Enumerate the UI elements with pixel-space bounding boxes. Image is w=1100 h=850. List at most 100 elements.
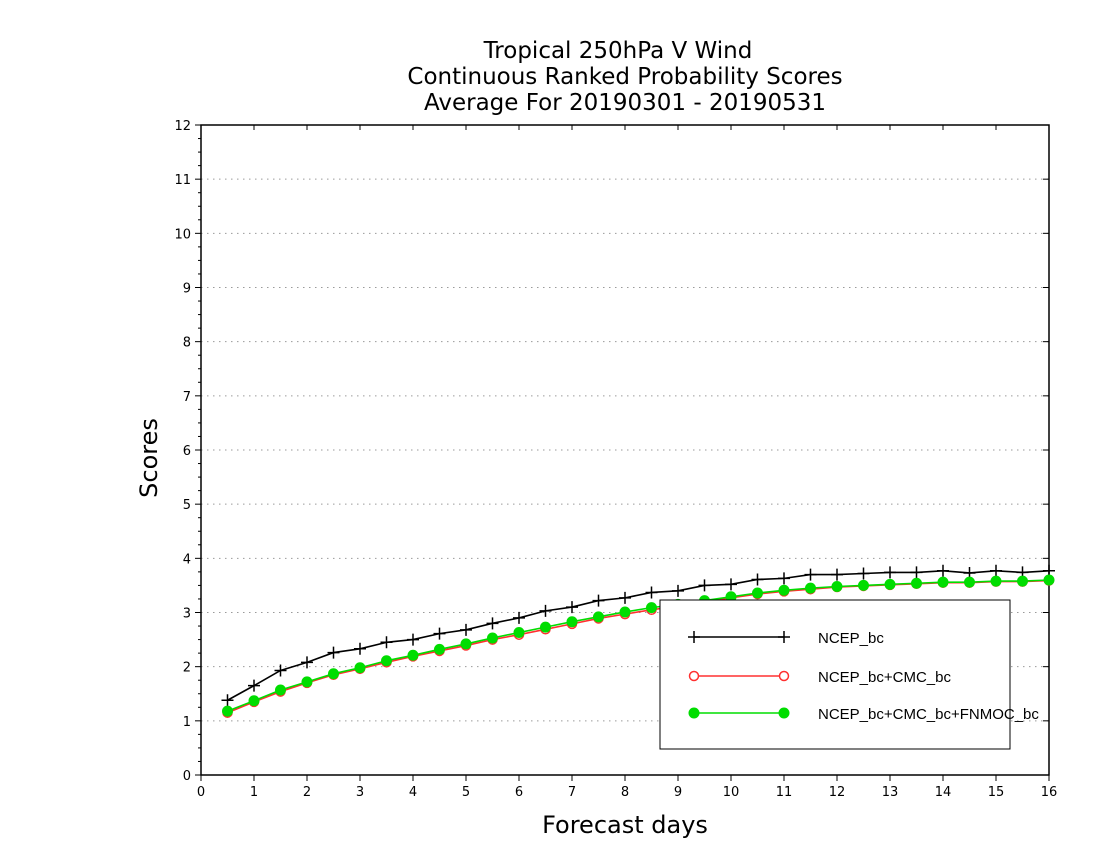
legend-marker-point: [688, 631, 700, 643]
data-point-ncep-bc-12: [539, 604, 552, 617]
data-point-ncep-bc-22: [804, 568, 817, 581]
legend-marker-point: [778, 707, 790, 719]
data-point-ncep-bc-cmc-bc-fnmoc-bc-25: [884, 578, 896, 590]
legend-entry-ncep-bc: NCEP_bc: [688, 630, 884, 647]
data-point-ncep-bc-cmc-bc-fnmoc-bc-5: [354, 662, 366, 674]
chart-title-line-3: Average For 20190301 - 20190531: [424, 90, 826, 116]
y-tick-label-2: 2: [183, 661, 191, 676]
data-point-ncep-bc-cmc-bc-fnmoc-bc-11: [513, 627, 525, 639]
x-tick-label-3: 3: [356, 785, 364, 800]
y-tick-label-4: 4: [183, 552, 191, 567]
legend-marker-ncep-bc-cmc-bc-left: [688, 670, 700, 682]
data-point-ncep-bc-13: [566, 601, 578, 614]
data-point-ncep-bc-24: [857, 567, 870, 580]
x-tick-label-16: 16: [1041, 785, 1058, 800]
legend-entry-ncep-bc-cmc-bc: NCEP_bc+CMC_bc: [688, 669, 951, 686]
data-point-ncep-bc-cmc-bc-fnmoc-bc-14: [593, 611, 604, 623]
legend-marker-ncep-bc-cmc-bc-fnmoc-bc-right: [778, 707, 790, 719]
data-point-ncep-bc-20: [751, 573, 764, 586]
y-tick-label-9: 9: [183, 282, 191, 297]
data-point-ncep-bc-11: [513, 611, 525, 624]
x-tick-label-15: 15: [988, 785, 1005, 800]
data-point-ncep-bc-5: [354, 642, 366, 655]
legend-entry-ncep-bc-cmc-bc-fnmoc-bc: NCEP_bc+CMC_bc+FNMOC_bc: [688, 706, 1039, 723]
data-point-ncep-bc-cmc-bc-fnmoc-bc-1: [248, 695, 260, 707]
data-point-ncep-bc-cmc-bc-fnmoc-bc-4: [328, 668, 339, 680]
y-tick-label-12: 12: [174, 119, 191, 134]
data-point-ncep-bc-cmc-bc-fnmoc-bc-6: [381, 655, 392, 667]
chart-title-line-1: Tropical 250hPa V Wind: [483, 38, 753, 64]
legend-marker-point: [688, 707, 700, 719]
data-point-ncep-bc-19: [725, 578, 737, 591]
y-tick-label-3: 3: [183, 607, 191, 622]
legend-label-ncep-bc-cmc-bc-fnmoc-bc: NCEP_bc+CMC_bc+FNMOC_bc: [818, 706, 1039, 723]
data-point-ncep-bc-14: [592, 594, 605, 607]
data-point-ncep-bc-cmc-bc-fnmoc-bc-8: [434, 643, 445, 655]
legend-box: [659, 599, 1011, 750]
data-point-ncep-bc-29: [990, 564, 1002, 577]
legend-marker-point: [778, 631, 790, 643]
x-tick-label-12: 12: [829, 785, 846, 800]
data-point-ncep-bc-9: [460, 623, 472, 636]
data-point-ncep-bc-26: [910, 566, 923, 579]
data-point-ncep-bc-cmc-bc-fnmoc-bc-29: [990, 575, 1002, 587]
series-group: [221, 564, 1055, 718]
data-point-ncep-bc-cmc-bc-fnmoc-bc-26: [911, 577, 922, 589]
data-point-ncep-bc-cmc-bc-fnmoc-bc-0: [222, 705, 233, 717]
y-axis-label: Scores: [135, 418, 163, 498]
y-tick-label-6: 6: [183, 444, 191, 459]
data-point-ncep-bc-cmc-bc-fnmoc-bc-10: [487, 632, 498, 644]
legend-marker-ncep-bc-cmc-bc-right: [778, 670, 790, 682]
x-tick-label-13: 13: [882, 785, 899, 800]
data-point-ncep-bc-cmc-bc-fnmoc-bc-31: [1043, 574, 1055, 586]
x-tick-label-2: 2: [303, 785, 311, 800]
x-tick-label-6: 6: [515, 785, 523, 800]
data-point-ncep-bc-cmc-bc-fnmoc-bc-13: [566, 616, 578, 628]
data-point-ncep-bc-cmc-bc-fnmoc-bc-21: [778, 584, 790, 596]
data-point-ncep-bc-10: [486, 617, 499, 630]
data-point-ncep-bc-cmc-bc-fnmoc-bc-28: [964, 576, 975, 588]
x-axis-label: Forecast days: [542, 811, 708, 839]
y-tick-label-5: 5: [183, 498, 191, 513]
legend-marker-point: [688, 670, 700, 682]
data-point-ncep-bc-cmc-bc-fnmoc-bc-22: [805, 582, 816, 594]
x-axis: 0 1 2 3 4 5 6 7 8 9 10 11 12 13 14 15 16: [197, 125, 1057, 800]
x-tick-label-7: 7: [568, 785, 576, 800]
x-tick-label-4: 4: [409, 785, 417, 800]
y-tick-label-8: 8: [183, 336, 191, 351]
data-point-ncep-bc-4: [327, 646, 340, 659]
x-tick-label-1: 1: [250, 785, 258, 800]
data-point-ncep-bc-15: [619, 591, 631, 604]
data-point-ncep-bc-6: [380, 636, 393, 649]
data-point-ncep-bc-21: [778, 572, 790, 585]
legend-marker-ncep-bc-right: [778, 631, 790, 643]
chart-title-line-2: Continuous Ranked Probability Scores: [407, 64, 842, 90]
legend-label-ncep-bc-cmc-bc: NCEP_bc+CMC_bc: [818, 669, 951, 686]
data-point-ncep-bc-cmc-bc-fnmoc-bc-30: [1017, 575, 1028, 587]
y-tick-label-7: 7: [183, 390, 191, 405]
data-point-ncep-bc-8: [433, 627, 446, 640]
data-point-ncep-bc-cmc-bc-fnmoc-bc-3: [301, 676, 313, 688]
legend-label-ncep-bc: NCEP_bc: [818, 630, 884, 647]
data-point-ncep-bc-23: [831, 568, 843, 581]
x-tick-label-0: 0: [197, 785, 205, 800]
data-point-ncep-bc-3: [301, 656, 313, 669]
data-point-ncep-bc-2: [274, 664, 287, 677]
series-ncep-bc: [221, 564, 1055, 707]
data-point-ncep-bc-16: [645, 586, 658, 599]
data-point-ncep-bc-17: [672, 584, 684, 597]
chart-title: Tropical 250hPa V Wind Continuous Ranked…: [407, 38, 842, 116]
legend-marker-point: [778, 670, 790, 682]
data-point-ncep-bc-7: [407, 633, 419, 646]
data-point-ncep-bc-cmc-bc-fnmoc-bc-2: [275, 684, 286, 696]
data-point-ncep-bc-0: [221, 694, 234, 707]
y-tick-label-1: 1: [183, 715, 191, 730]
data-point-ncep-bc-cmc-bc-fnmoc-bc-15: [619, 606, 631, 618]
x-tick-label-9: 9: [674, 785, 682, 800]
data-point-ncep-bc-cmc-bc-fnmoc-bc-23: [831, 581, 843, 592]
x-tick-label-5: 5: [462, 785, 470, 800]
legend: NCEP_bc NCEP_bc+CMC_bc NCEP_bc+CMC_bc+FN…: [659, 599, 1039, 750]
data-point-ncep-bc-1: [248, 679, 260, 692]
